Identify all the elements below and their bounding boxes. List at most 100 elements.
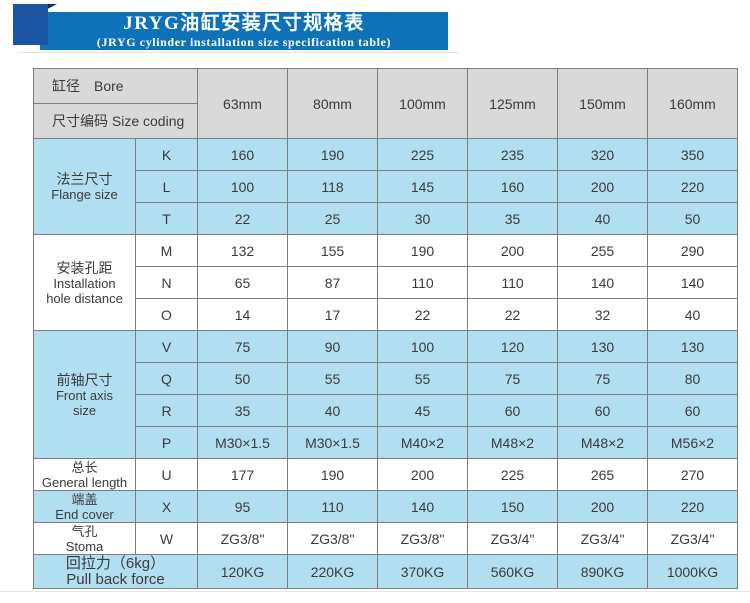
section-label-en: Stoma xyxy=(65,538,104,554)
header-fold-triangle xyxy=(40,4,57,13)
section-label-en: End cover xyxy=(55,506,114,522)
value-cell: M30×1.5 xyxy=(197,426,288,459)
section-label-cell: 端盖 End cover xyxy=(33,490,136,523)
value-cell: 235 xyxy=(467,138,558,171)
value-cell: 150 xyxy=(467,490,558,523)
code-cell: M xyxy=(135,234,198,267)
value-cell: 60 xyxy=(647,394,738,427)
value-cell: 560KG xyxy=(467,554,558,589)
value-cell: 14 xyxy=(197,298,288,331)
code-cell: L xyxy=(135,170,198,203)
value-cell: 225 xyxy=(467,458,558,491)
value-cell: M30×1.5 xyxy=(287,426,378,459)
value-cell: 118 xyxy=(287,170,378,203)
value-cell: 40 xyxy=(287,394,378,427)
value-cell: ZG3/8" xyxy=(197,522,288,555)
value-cell: 22 xyxy=(197,202,288,235)
value-cell: 140 xyxy=(557,266,648,299)
value-cell: 100 xyxy=(377,330,468,363)
value-cell: 60 xyxy=(557,394,648,427)
table-row-R: R 35 40 45 60 60 60 xyxy=(34,394,738,427)
value-cell: 145 xyxy=(377,170,468,203)
column-header-cell: 63mm xyxy=(197,68,288,139)
value-cell: 75 xyxy=(467,362,558,395)
table-row-O: O 14 17 22 22 32 40 xyxy=(34,298,738,331)
table-row-P: P M30×1.5 M30×1.5 M40×2 M48×2 M48×2 M56×… xyxy=(34,426,738,459)
value-cell: 190 xyxy=(377,234,468,267)
section-label-cell: 气孔 Stoma xyxy=(33,522,136,555)
code-cell: P xyxy=(135,426,198,459)
value-cell: 350 xyxy=(647,138,738,171)
value-cell: 35 xyxy=(197,394,288,427)
table-row-M: 安装孔距 Installation hole distance M 132 155… xyxy=(33,234,738,331)
value-cell: 87 xyxy=(287,266,378,299)
section-label-cell: 安装孔距 Installation hole distance xyxy=(33,234,136,331)
value-cell: 110 xyxy=(377,266,468,299)
section-label-cell: 回拉力（6kg） Pull back force xyxy=(33,554,198,589)
value-cell: 100 xyxy=(197,170,288,203)
code-cell: K xyxy=(135,138,198,171)
section-label-zh: 回拉力（6kg） xyxy=(65,555,166,573)
code-cell: R xyxy=(135,394,198,427)
code-cell: T xyxy=(135,202,198,235)
section-label-en: General length xyxy=(41,474,128,490)
table-row-U: 总长 General length U 177 190 200 225 265 2… xyxy=(33,458,738,491)
value-cell: 60 xyxy=(467,394,558,427)
value-cell: 130 xyxy=(647,330,738,363)
value-cell: 50 xyxy=(647,202,738,235)
value-cell: 370KG xyxy=(377,554,468,589)
value-cell: 22 xyxy=(377,298,468,331)
code-cell: V xyxy=(135,330,198,363)
value-cell: 225 xyxy=(377,138,468,171)
value-cell: M56×2 xyxy=(647,426,738,459)
value-cell: 22 xyxy=(467,298,558,331)
value-cell: 75 xyxy=(197,330,288,363)
value-cell: 40 xyxy=(557,202,648,235)
banner-hairline xyxy=(18,52,460,53)
value-cell: 190 xyxy=(287,138,378,171)
column-header-cell: 125mm xyxy=(467,68,558,139)
section-label-cell: 法兰尺寸 Flange size xyxy=(33,138,136,235)
value-cell: 30 xyxy=(377,202,468,235)
page-title: JRYG油缸安装尺寸规格表 xyxy=(123,13,365,34)
code-cell: U xyxy=(135,458,198,491)
value-cell: 110 xyxy=(287,490,378,523)
table-row-W: 气孔 Stoma W ZG3/8" ZG3/8" ZG3/8" ZG3/4" ZG… xyxy=(33,522,738,555)
section-label-cell: 前轴尺寸 Front axis size xyxy=(33,330,136,459)
section-label-zh: 法兰尺寸 xyxy=(56,171,113,187)
page-bottom-rule xyxy=(0,591,750,592)
page-subtitle: (JRYG cylinder installation size specifi… xyxy=(96,35,392,49)
table-row-K: 法兰尺寸 Flange size K 160 190 225 235 320 35… xyxy=(33,138,738,235)
value-cell: 120KG xyxy=(197,554,288,589)
section-label-zh: 气孔 xyxy=(71,523,98,539)
value-cell: 90 xyxy=(287,330,378,363)
value-cell: 35 xyxy=(467,202,558,235)
value-cell: 1000KG xyxy=(647,554,738,589)
section-label-zh: 总长 xyxy=(71,459,98,475)
spec-table: 缸径 Bore 63mm 80mm 100mm 125mm 150mm 160m… xyxy=(33,68,738,589)
value-cell: 45 xyxy=(377,394,468,427)
value-cell: 270 xyxy=(647,458,738,491)
table-row-pull-back-force: 回拉力（6kg） Pull back force 120KG 220KG 370K… xyxy=(33,554,738,589)
section-label-cell: 总长 General length xyxy=(33,458,136,491)
value-cell: 200 xyxy=(377,458,468,491)
value-cell: 220 xyxy=(647,490,738,523)
value-cell: 130 xyxy=(557,330,648,363)
column-header-cell: 150mm xyxy=(557,68,648,139)
value-cell: 32 xyxy=(557,298,648,331)
value-cell: 140 xyxy=(377,490,468,523)
value-cell: ZG3/4" xyxy=(467,522,558,555)
column-header-cell: 160mm xyxy=(647,68,738,139)
value-cell: 17 xyxy=(287,298,378,331)
value-cell: 110 xyxy=(467,266,558,299)
value-cell: 890KG xyxy=(557,554,648,589)
header-row-size-coding: 尺寸编码 Size coding xyxy=(33,103,738,139)
value-cell: ZG3/4" xyxy=(647,522,738,555)
value-cell: 200 xyxy=(557,170,648,203)
value-cell: 55 xyxy=(377,362,468,395)
column-header-cell: 100mm xyxy=(377,68,468,139)
value-cell: 320 xyxy=(557,138,648,171)
table-row-X: 端盖 End cover X 95 110 140 150 200 220 xyxy=(33,490,738,523)
table-row-Q: Q 50 55 55 75 75 80 xyxy=(34,362,738,395)
